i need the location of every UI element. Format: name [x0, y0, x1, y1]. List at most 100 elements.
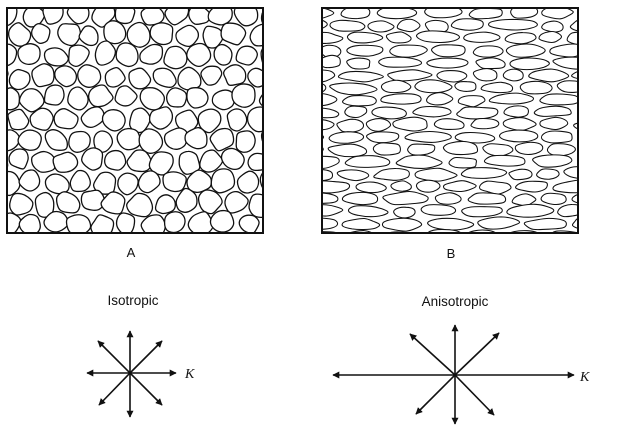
- grain: [355, 181, 387, 194]
- grain: [103, 20, 127, 45]
- grain: [566, 31, 578, 46]
- grain: [552, 179, 578, 194]
- grain: [461, 206, 503, 218]
- grain: [488, 18, 538, 31]
- isotropic-k-label: K: [184, 367, 195, 382]
- grain: [273, 66, 295, 90]
- grain: [220, 22, 247, 46]
- grain: [9, 192, 34, 216]
- grain: [322, 107, 340, 119]
- grain: [236, 170, 260, 194]
- grain: [392, 116, 428, 132]
- grain: [580, 105, 617, 116]
- grain: [479, 180, 512, 195]
- grain: [571, 193, 578, 204]
- grain: [395, 154, 443, 169]
- grain: [31, 23, 51, 44]
- grain: [114, 85, 138, 107]
- grain: [532, 154, 573, 168]
- grain: [175, 187, 198, 213]
- grain: [433, 118, 465, 130]
- grain: [443, 180, 477, 193]
- anisotropic-k-label: K: [579, 370, 590, 385]
- grain: [7, 199, 8, 201]
- grain: [576, 10, 578, 15]
- grain: [340, 8, 371, 20]
- grain: [247, 152, 263, 172]
- grain: [448, 156, 478, 169]
- grain: [43, 47, 69, 67]
- grain: [104, 149, 127, 171]
- grain: [53, 108, 79, 130]
- grain: [581, 132, 604, 144]
- grain: [367, 20, 395, 33]
- grain: [546, 143, 576, 157]
- grain: [594, 43, 627, 56]
- grain: [380, 93, 422, 105]
- grain: [18, 213, 41, 233]
- grain: [8, 148, 29, 170]
- grain: [387, 69, 433, 82]
- grain: [488, 92, 534, 105]
- grain: [480, 81, 514, 94]
- iso-arrow-down-right: [129, 372, 163, 406]
- grain: [366, 131, 400, 144]
- grain: [583, 95, 623, 105]
- grain: [68, 130, 91, 153]
- grain: [17, 43, 41, 65]
- grain: [533, 105, 572, 117]
- grain: [346, 57, 371, 70]
- grain: [450, 18, 484, 31]
- grain: [128, 67, 152, 90]
- grain: [273, 195, 292, 214]
- grain: [69, 169, 91, 193]
- grain: [126, 149, 153, 173]
- grain: [515, 180, 548, 193]
- grain: [260, 10, 263, 25]
- grain: [528, 68, 570, 83]
- grain: [66, 8, 90, 25]
- grain: [322, 146, 324, 153]
- panel-a-label: A: [127, 245, 136, 260]
- grain: [14, 232, 20, 233]
- grain: [502, 117, 537, 131]
- grain: [164, 8, 190, 26]
- grain: [271, 152, 295, 173]
- grain: [341, 217, 381, 231]
- grain: [231, 83, 256, 108]
- grain: [587, 230, 627, 241]
- grain: [67, 86, 89, 111]
- grain: [454, 81, 477, 92]
- grain: [272, 234, 293, 257]
- aniso-arrow-down-right: [454, 374, 495, 416]
- grain: [249, 236, 271, 255]
- grain: [416, 179, 441, 193]
- grain: [346, 31, 384, 44]
- grain: [149, 22, 174, 46]
- grain: [322, 54, 341, 69]
- grain: [163, 211, 186, 233]
- grain: [426, 229, 462, 233]
- grain: [18, 169, 41, 192]
- grain: [186, 42, 212, 68]
- grain: [152, 234, 171, 257]
- grain: [42, 8, 64, 25]
- grain: [472, 45, 504, 58]
- grains-panel-a: [6, 7, 295, 257]
- grain: [7, 170, 21, 197]
- grain: [322, 19, 328, 30]
- grain: [505, 43, 546, 58]
- grain: [7, 87, 21, 111]
- grain: [404, 131, 452, 143]
- grain: [271, 111, 292, 131]
- grain: [344, 105, 368, 119]
- grain: [463, 31, 501, 43]
- iso-arrow-up-right: [129, 340, 163, 374]
- grain: [248, 193, 263, 219]
- grain: [222, 64, 247, 87]
- rounded-grains-texture: [7, 8, 295, 257]
- grain: [7, 129, 21, 152]
- grain: [265, 214, 282, 234]
- grain: [381, 79, 412, 94]
- grain: [104, 66, 126, 88]
